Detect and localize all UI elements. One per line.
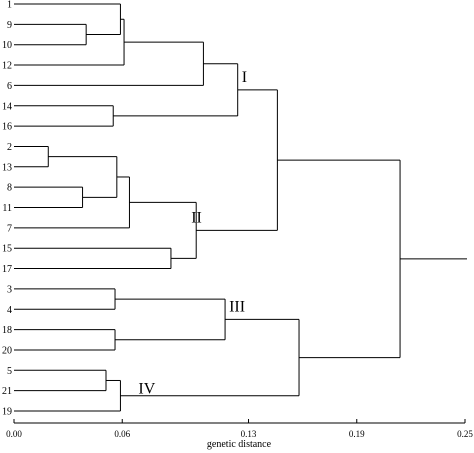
- cluster-label: IV: [138, 381, 155, 398]
- axis-tick-label: 0.19: [349, 429, 365, 439]
- leaf-label: 9: [7, 20, 12, 31]
- axis-title: genetic distance: [207, 439, 272, 450]
- leaf-label: 1: [7, 0, 12, 11]
- leaf-label: 13: [2, 162, 12, 173]
- leaf-label: 17: [2, 264, 12, 275]
- leaf-label: 16: [2, 122, 12, 133]
- axis-tick-label: 0.00: [6, 429, 22, 439]
- axis-tick-label: 0.13: [241, 429, 257, 439]
- leaf-label: 20: [2, 345, 12, 356]
- leaf-label: 2: [7, 142, 12, 153]
- cluster-label: I: [242, 69, 247, 86]
- cluster-label: III: [229, 298, 245, 315]
- leaf-label: 10: [2, 40, 12, 51]
- axis-tick-label: 0.06: [114, 429, 130, 439]
- leaf-label: 4: [7, 305, 12, 316]
- distance-axis: 0.00 0.06 0.13 0.19 0.25 genetic distance: [6, 419, 473, 450]
- leaf-label: 12: [2, 61, 12, 72]
- leaf-label: 6: [7, 81, 12, 92]
- leaf-label: 15: [2, 244, 12, 255]
- leaf-label: 8: [7, 183, 12, 194]
- leaf-label: 11: [2, 203, 12, 214]
- leaf-label: 19: [2, 407, 12, 418]
- leaf-label: 5: [7, 366, 12, 377]
- dendrogram-branches: [14, 3, 467, 412]
- leaf-label: 7: [7, 223, 12, 234]
- cluster-label: II: [191, 209, 202, 226]
- leaf-label: 18: [2, 325, 12, 336]
- leaf-label: 21: [2, 386, 12, 397]
- axis-tick-label: 0.25: [457, 429, 473, 439]
- leaf-label: 14: [2, 101, 12, 112]
- leaf-label: 3: [7, 284, 12, 295]
- axis-ticks: 0.00 0.06 0.13 0.19 0.25: [6, 419, 473, 439]
